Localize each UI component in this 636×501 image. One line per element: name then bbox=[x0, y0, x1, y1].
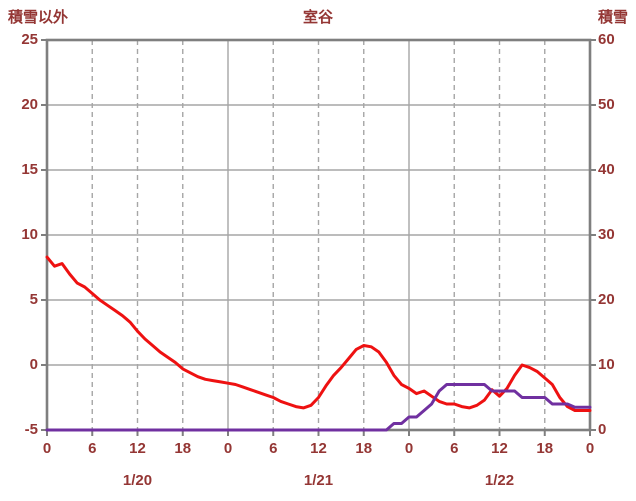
y-axis-left-tick-label: 25 bbox=[21, 31, 38, 48]
x-axis-tick-label: 12 bbox=[491, 440, 508, 457]
x-axis-tick-label: 6 bbox=[269, 440, 278, 457]
right-axis-title: 積雪 bbox=[597, 9, 628, 26]
y-axis-right-tick-label: 60 bbox=[598, 31, 615, 48]
x-axis-tick-label: 18 bbox=[536, 440, 554, 457]
y-axis-left-tick-label: -5 bbox=[24, 421, 38, 438]
x-axis-tick-label: 12 bbox=[129, 440, 146, 457]
y-axis-left-tick-label: 15 bbox=[21, 161, 38, 178]
x-axis-tick-label: 0 bbox=[404, 440, 414, 457]
y-axis-right-tick-label: 20 bbox=[598, 291, 615, 308]
x-axis-date-label: 1/22 bbox=[484, 472, 515, 489]
x-axis-tick-label: 0 bbox=[42, 440, 52, 457]
y-axis-right-tick-label: 40 bbox=[598, 161, 615, 178]
y-axis-left-tick-label: 10 bbox=[21, 226, 38, 243]
x-axis-tick-label: 18 bbox=[174, 440, 192, 457]
y-axis-left-tick-label: 0 bbox=[29, 356, 38, 373]
x-axis-date-label: 1/20 bbox=[122, 472, 153, 489]
y-axis-right-tick-label: 30 bbox=[598, 226, 615, 243]
x-axis-date-label: 1/21 bbox=[303, 472, 334, 489]
y-axis-left-tick-label: 20 bbox=[21, 96, 38, 113]
x-axis-tick-label: 0 bbox=[223, 440, 233, 457]
y-axis-right-tick-label: 0 bbox=[598, 421, 607, 438]
chart-title: 室谷 bbox=[302, 9, 333, 26]
x-axis-tick-label: 6 bbox=[450, 440, 459, 457]
y-axis-right-tick-label: 50 bbox=[598, 96, 615, 113]
y-axis-right-tick-label: 10 bbox=[598, 356, 615, 373]
x-axis-tick-label: 0 bbox=[585, 440, 595, 457]
x-axis-tick-label: 6 bbox=[88, 440, 97, 457]
y-axis-left-tick-label: 5 bbox=[29, 291, 38, 308]
x-axis-tick-label: 12 bbox=[310, 440, 327, 457]
left-axis-title: 積雪以外 bbox=[8, 9, 69, 26]
x-axis-tick-label: 18 bbox=[355, 440, 373, 457]
